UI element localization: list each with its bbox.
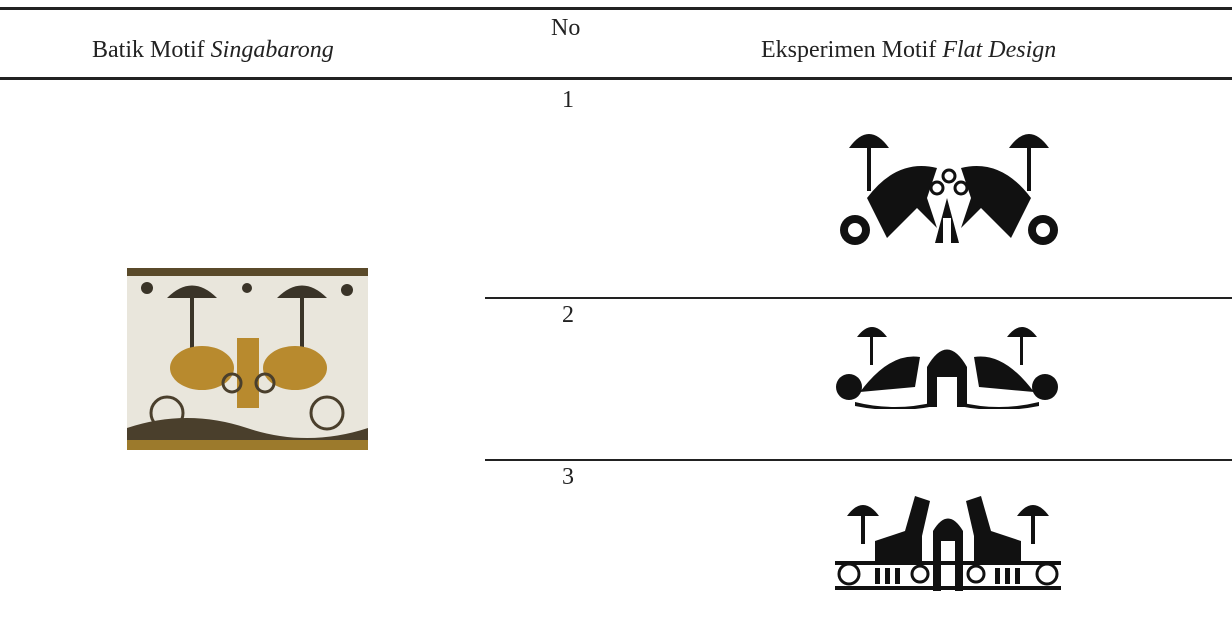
motif-1: [837, 118, 1061, 248]
motif-3: [835, 476, 1061, 591]
top-rule: [0, 7, 1232, 10]
header-col2: No: [551, 16, 580, 40]
header-emphasis: Singabarong: [211, 37, 334, 63]
header-rule: [0, 77, 1232, 80]
document-page: Batik MotifSingabarong No Eksperimen Mot…: [0, 0, 1232, 635]
row-number: 3: [562, 465, 574, 489]
header-text: Batik Motif: [92, 37, 205, 63]
row-rule: [485, 459, 1232, 461]
row-rule: [485, 297, 1232, 299]
header-text: Eksperimen Motif: [761, 37, 936, 63]
batik-photo: [127, 268, 368, 450]
row-number: 2: [562, 303, 574, 327]
header-emphasis: Flat Design: [942, 37, 1056, 63]
row-number: 1: [562, 88, 574, 112]
motif-2: [835, 317, 1059, 409]
